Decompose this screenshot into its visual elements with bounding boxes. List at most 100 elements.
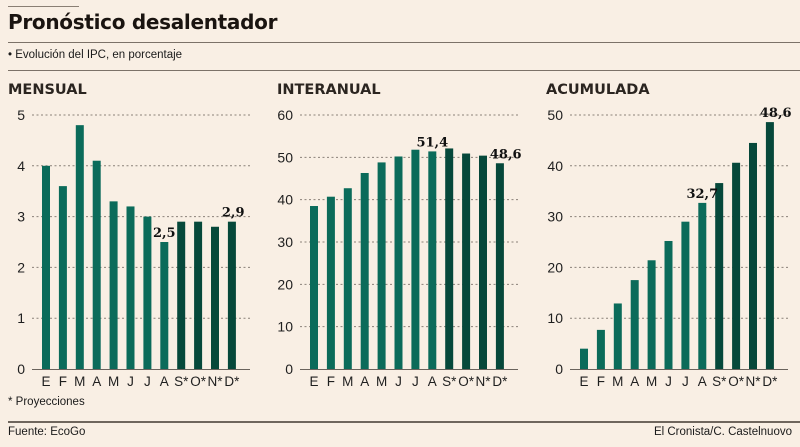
bar-projected xyxy=(445,148,454,369)
data-label: 2,5 xyxy=(153,226,176,241)
bar-actual xyxy=(360,172,369,369)
page-title: Pronóstico desalentador xyxy=(8,10,278,34)
bar-actual xyxy=(75,125,84,369)
y-tick-label: 50 xyxy=(547,107,563,123)
bar-projected xyxy=(495,163,504,369)
bar-actual xyxy=(377,162,386,369)
x-tick-label: M xyxy=(612,374,623,389)
bar-actual xyxy=(58,186,67,369)
y-tick-label: 4 xyxy=(17,158,25,174)
y-tick-label: 0 xyxy=(555,361,563,377)
x-tick-label: F xyxy=(597,374,605,389)
bar-projected xyxy=(479,155,487,369)
y-tick-label: 20 xyxy=(547,259,563,275)
bar-actual xyxy=(596,329,605,369)
data-label: 2,9 xyxy=(222,206,245,221)
bar-projected xyxy=(177,221,186,369)
x-tick-label: A xyxy=(428,374,437,389)
bar-actual xyxy=(613,303,622,369)
x-tick-label: M xyxy=(342,374,353,389)
data-label: 51,4 xyxy=(416,135,448,150)
x-tick-label: A xyxy=(160,374,169,389)
x-tick-label: O* xyxy=(728,374,745,389)
bar-projected xyxy=(732,162,741,369)
x-tick-label: N* xyxy=(207,374,223,389)
x-tick-label: S* xyxy=(712,374,727,389)
x-tick-label: J xyxy=(395,374,402,389)
y-tick-label: 60 xyxy=(277,107,293,123)
bar-projected xyxy=(194,221,203,369)
y-tick-label: 2 xyxy=(17,259,25,275)
x-tick-label: A xyxy=(698,374,707,389)
bar-actual xyxy=(310,206,318,369)
x-tick-label: E xyxy=(579,374,588,389)
bar-actual xyxy=(630,280,639,369)
data-label: 48,6 xyxy=(490,147,522,162)
credit-note: El Cronista/C. Castelnuovo xyxy=(653,426,792,438)
x-tick-label: J xyxy=(682,374,689,389)
subtitle: • Evolución del IPC, en porcentaje xyxy=(8,49,183,61)
bar-actual xyxy=(92,160,101,369)
x-tick-label: J xyxy=(412,374,419,389)
bar-actual xyxy=(326,196,335,369)
y-tick-label: 0 xyxy=(285,361,293,377)
y-tick-label: 40 xyxy=(547,158,563,174)
chart-title: MENSUAL xyxy=(8,82,87,98)
x-tick-label: D* xyxy=(762,374,778,389)
x-tick-label: M xyxy=(74,374,85,389)
bar-actual xyxy=(647,260,656,369)
bar-projected xyxy=(715,183,724,369)
x-tick-label: D* xyxy=(492,374,508,389)
subtitle-divider xyxy=(8,70,800,71)
x-tick-label: S* xyxy=(174,374,189,389)
bar-actual xyxy=(664,240,673,369)
bar-projected xyxy=(227,221,236,369)
bar-actual xyxy=(42,165,50,369)
x-tick-label: M xyxy=(376,374,387,389)
bar-actual xyxy=(109,201,118,369)
top-accent-rule xyxy=(8,6,79,7)
x-tick-label: E xyxy=(41,374,50,389)
x-tick-label: S* xyxy=(442,374,457,389)
chart-title: INTERANUAL xyxy=(277,82,381,98)
x-tick-label: E xyxy=(309,374,318,389)
y-tick-label: 50 xyxy=(277,149,293,165)
x-tick-label: J xyxy=(144,374,151,389)
x-tick-label: F xyxy=(327,374,335,389)
bar-actual xyxy=(126,206,135,369)
y-tick-label: 5 xyxy=(17,107,25,123)
x-tick-label: N* xyxy=(745,374,761,389)
x-tick-label: O* xyxy=(458,374,475,389)
bar-projected xyxy=(765,122,774,369)
bar-actual xyxy=(698,202,707,369)
bar-projected xyxy=(749,142,757,369)
y-tick-label: 10 xyxy=(277,319,293,335)
bar-actual xyxy=(343,188,352,369)
footer-divider xyxy=(8,421,800,423)
source-note: Fuente: EcoGo xyxy=(8,426,86,438)
x-tick-label: A xyxy=(92,374,101,389)
title-divider xyxy=(8,42,800,43)
bar-projected xyxy=(462,153,471,369)
bar-actual xyxy=(394,156,403,369)
x-tick-label: O* xyxy=(190,374,207,389)
chart-title: ACUMULADA xyxy=(546,82,650,98)
y-tick-label: 30 xyxy=(277,234,293,250)
x-tick-label: J xyxy=(127,374,134,389)
x-tick-label: M xyxy=(646,374,657,389)
y-tick-label: 3 xyxy=(17,209,25,225)
data-label: 48,6 xyxy=(760,106,792,121)
x-tick-label: D* xyxy=(224,374,240,389)
bar-actual xyxy=(428,151,437,369)
y-tick-label: 10 xyxy=(547,310,563,326)
bar-actual xyxy=(580,348,588,369)
x-tick-label: A xyxy=(360,374,369,389)
y-tick-label: 20 xyxy=(277,276,293,292)
bar-projected xyxy=(211,226,219,369)
bar-actual xyxy=(681,221,690,369)
bar-actual xyxy=(411,149,420,369)
x-tick-label: M xyxy=(108,374,119,389)
x-tick-label: A xyxy=(630,374,639,389)
y-tick-label: 40 xyxy=(277,192,293,208)
